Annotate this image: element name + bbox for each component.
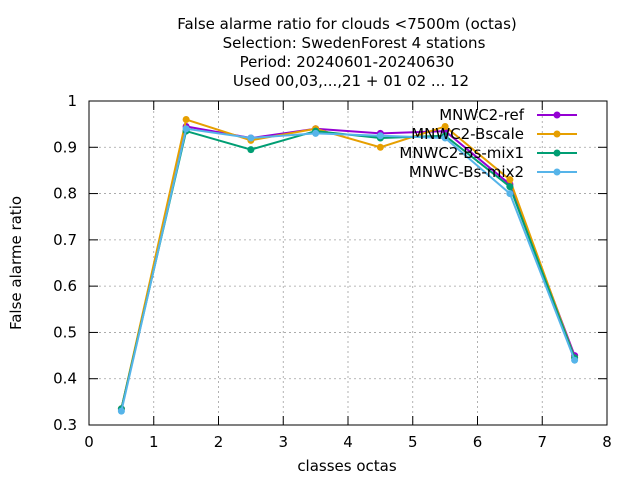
data-point [182,116,190,124]
data-point [571,356,579,364]
x-tick-label: 6 [473,433,483,451]
series-line [120,118,576,410]
x-tick-label: 3 [278,433,288,451]
data-point [376,132,384,140]
legend-label: MNWC2-ref [439,106,524,124]
y-tick-label: 1 [67,92,77,110]
chart-title-line-2: Selection: SwedenForest 4 stations [223,34,486,52]
x-tick-label: 8 [602,433,612,451]
y-tick-label: 0.5 [53,323,77,341]
data-point [117,407,125,415]
legend-label: MNWC2-Bs-mix1 [399,144,524,162]
data-point [506,190,514,198]
data-point [506,183,514,191]
chart-title-line-4: Used 00,03,...,21 + 01 02 ... 12 [233,72,469,90]
plot-frame [88,100,608,426]
data-point [376,143,384,151]
legend-swatch-marker [553,149,561,157]
x-tick-label: 2 [214,433,224,451]
legend-label: MNWC-Bs-mix2 [409,163,524,181]
chart-title-line-1: False alarme ratio for clouds <7500m (oc… [177,15,517,33]
y-tick-label: 0.4 [53,370,77,388]
x-tick-label: 5 [408,433,418,451]
y-tick-label: 0.7 [53,231,77,249]
series-line [120,125,576,410]
y-tick-labels: 0.3 0.4 0.5 0.6 0.7 0.8 0.9 1 [53,92,77,434]
chart-title: False alarme ratio for clouds <7500m (oc… [177,15,517,90]
grid [89,101,607,425]
legend-swatch-marker [553,111,561,119]
y-tick-label: 0.6 [53,277,77,295]
x-tick-label: 7 [537,433,547,451]
x-tick-label: 1 [149,433,159,451]
data-point [441,122,449,130]
x-tick-label: 4 [343,433,353,451]
series-lines [117,116,579,415]
data-point [182,125,190,133]
y-tick-label: 0.8 [53,185,77,203]
y-axis-label: False alarme ratio [7,196,25,330]
legend-label: MNWC2-Bscale [411,125,524,143]
x-axis-label: classes octas [297,457,397,475]
y-tick-label: 0.3 [53,416,77,434]
data-point [441,134,449,142]
data-point [506,176,514,184]
series-line [120,127,576,412]
x-tick-label: 0 [84,433,94,451]
data-point [312,129,320,137]
data-point [247,146,255,154]
x-tick-labels: 0 1 2 3 4 5 6 7 8 [84,433,612,451]
legend-swatch-marker [553,168,561,176]
legend: MNWC2-refMNWC2-BscaleMNWC2-Bs-mix1MNWC-B… [399,106,577,181]
chart-title-line-3: Period: 20240601-20240630 [240,53,455,71]
legend-swatch-marker [553,130,561,138]
y-tick-label: 0.9 [53,138,77,156]
axis-ticks [88,100,608,426]
data-point [247,134,255,142]
